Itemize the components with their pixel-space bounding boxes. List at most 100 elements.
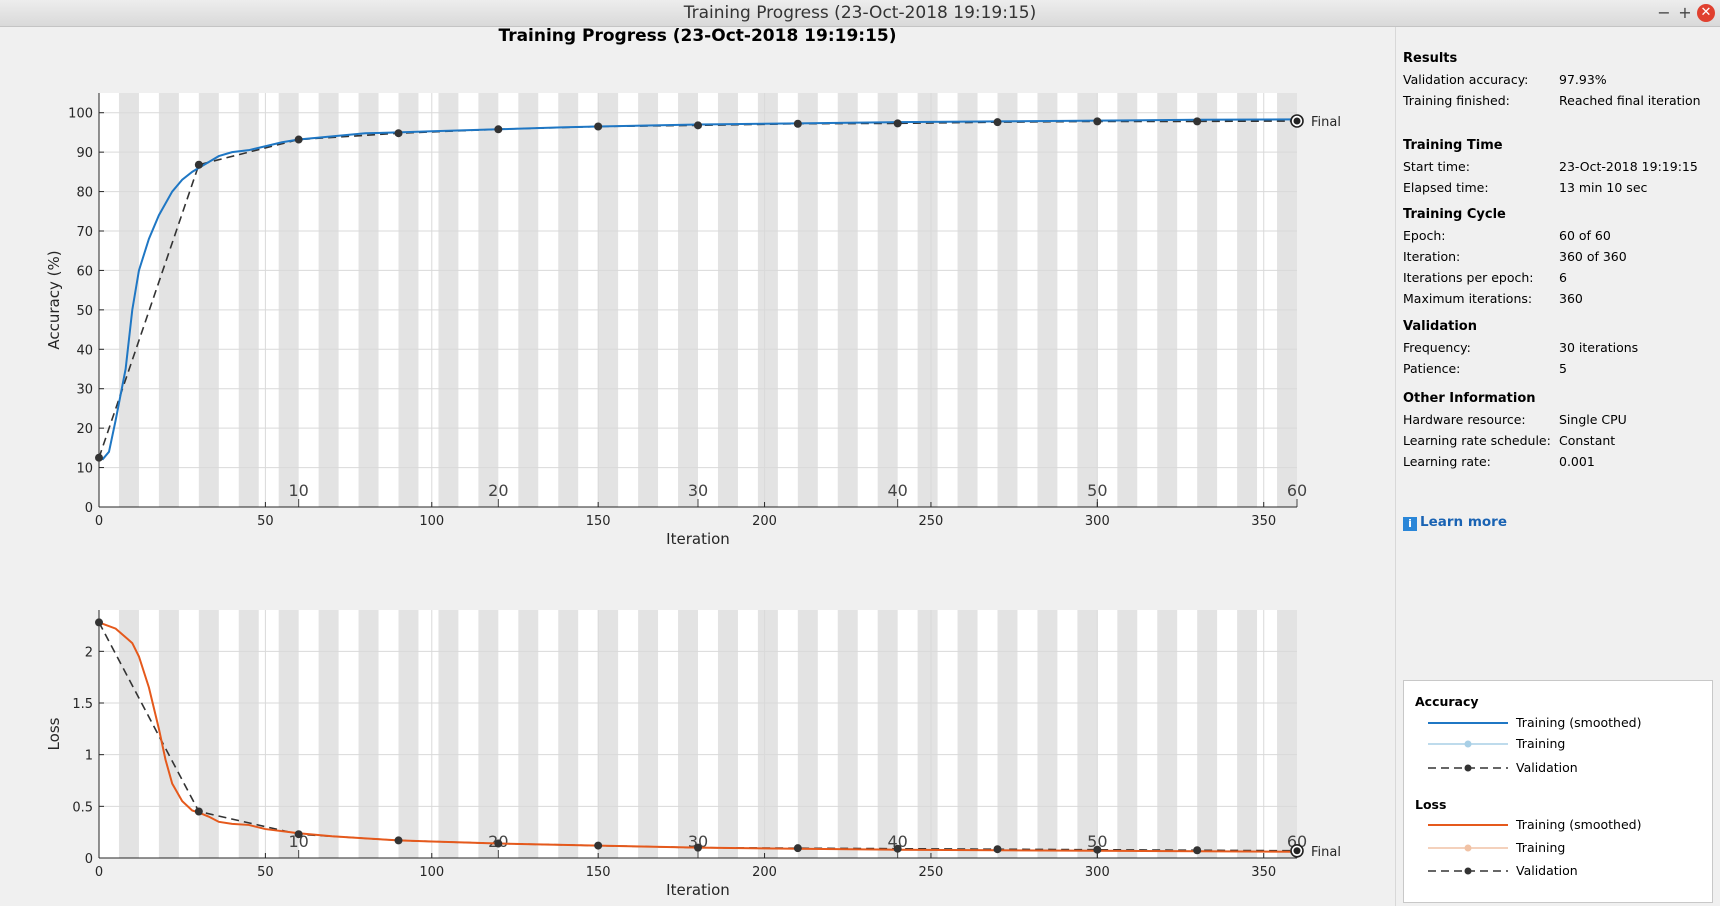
validation-point (594, 841, 603, 850)
legend-label-acc-training: Training (1516, 736, 1566, 751)
loss-chart: 10203040506005010015020025030035000.511.… (45, 610, 1341, 899)
epoch-band (558, 610, 579, 858)
legend-label-loss-validation: Validation (1516, 863, 1578, 878)
info-label: Elapsed time: (1403, 180, 1489, 195)
epoch-band (558, 93, 579, 507)
epoch-band (1197, 610, 1218, 858)
training-plots: 10 20 30 40 50 600 50 100 150 200 250 300 3500102030… (45, 93, 1341, 899)
epoch-band (478, 610, 499, 858)
epoch-label: 50 (1087, 481, 1107, 500)
legend-label-loss-training: Training (1516, 840, 1566, 855)
y-tick-label: 50 (76, 304, 93, 319)
section-heading: Other Information (1403, 391, 1536, 406)
epoch-band (1077, 93, 1098, 507)
info-value: 0.001 (1559, 454, 1595, 469)
epoch-band (917, 93, 938, 507)
epoch-band (238, 610, 259, 858)
epoch-band (358, 93, 379, 507)
x-tick-label: 100 (419, 865, 444, 880)
epoch-band (1117, 93, 1138, 507)
epoch-band (118, 93, 139, 507)
epoch-band (717, 610, 738, 858)
epoch-band (398, 93, 419, 507)
x-tick-label: 0 (95, 865, 103, 880)
epoch-band (278, 610, 299, 858)
x-tick-label: 250 (919, 865, 944, 880)
epoch-label: 60 (1287, 481, 1307, 500)
info-value: 30 iterations (1559, 340, 1639, 355)
x-tick-label: 300 (1085, 514, 1110, 529)
info-label: Learning rate: (1403, 454, 1491, 469)
plot-title: Training Progress (23-Oct-2018 19:19:15) (498, 26, 897, 46)
maximize-button[interactable]: + (1678, 3, 1692, 22)
info-label: Frequency: (1403, 340, 1471, 355)
final-marker-dot (1293, 117, 1301, 125)
epoch-band (158, 93, 179, 507)
final-marker-dot (1293, 847, 1301, 855)
legend-swatch-acc-smoothed (1428, 722, 1508, 724)
y-tick-label: 10 (76, 462, 93, 477)
y-tick-label: 0 (85, 501, 93, 516)
epoch-band (238, 93, 259, 507)
epoch-band (837, 93, 858, 507)
epoch-band (997, 610, 1018, 858)
epoch-band (917, 610, 938, 858)
epoch-label: 20 (488, 481, 508, 500)
epoch-band (438, 93, 459, 507)
info-label: Validation accuracy: (1403, 72, 1529, 87)
info-label: Hardware resource: (1403, 412, 1526, 427)
info-value: 360 of 360 (1559, 249, 1627, 264)
info-value: 5 (1559, 361, 1567, 376)
info-label: Epoch: (1403, 228, 1446, 243)
y-tick-label: 2 (85, 645, 93, 660)
y-tick-label: 30 (76, 383, 93, 398)
validation-point (793, 844, 802, 853)
final-label: Final (1311, 845, 1341, 860)
info-value: 23-Oct-2018 19:19:15 (1559, 159, 1698, 174)
window-titlebar: Training Progress (23-Oct-2018 19:19:15)… (0, 0, 1720, 27)
legend-swatch-loss-validation (1428, 867, 1508, 875)
close-button[interactable]: ✕ (1697, 4, 1715, 22)
epoch-band (1197, 93, 1218, 507)
legend-swatch-loss-smoothed (1428, 824, 1508, 826)
info-label: Start time: (1403, 159, 1470, 174)
x-tick-label: 350 (1251, 514, 1276, 529)
epoch-band (198, 93, 219, 507)
section-heading: Results (1403, 51, 1458, 66)
learn-more-link[interactable]: i Learn more (1403, 514, 1507, 531)
minimize-button[interactable]: − (1657, 3, 1671, 22)
epoch-band (957, 610, 978, 858)
x-tick-label: 350 (1251, 865, 1276, 880)
y-tick-label: 80 (76, 186, 93, 201)
y-tick-label: 70 (76, 225, 93, 240)
info-label: Iteration: (1403, 249, 1461, 264)
validation-point (294, 830, 303, 839)
y-axis-label: Accuracy (%) (45, 250, 63, 349)
validation-point (1193, 117, 1202, 126)
legend-heading-loss: Loss (1415, 797, 1447, 812)
validation-point (394, 836, 403, 845)
epoch-label: 60 (1287, 832, 1307, 851)
legend-swatch-loss-training (1428, 844, 1508, 852)
training-smoothed-line (101, 118, 1298, 461)
validation-point (993, 845, 1002, 854)
epoch-band (757, 93, 778, 507)
y-tick-label: 1 (85, 749, 93, 764)
x-tick-label: 150 (586, 865, 611, 880)
epoch-band (877, 93, 898, 507)
epoch-band (1277, 93, 1297, 507)
validation-point (893, 119, 902, 128)
epoch-band (1277, 610, 1297, 858)
info-label: Maximum iterations: (1403, 291, 1533, 306)
info-value: 60 of 60 (1559, 228, 1611, 243)
y-tick-label: 0.5 (72, 800, 93, 815)
info-value: Single CPU (1559, 412, 1627, 427)
info-value: Reached final iteration (1559, 93, 1701, 108)
validation-point (194, 807, 203, 816)
validation-point (494, 839, 503, 848)
epoch-band (1037, 610, 1058, 858)
epoch-band (1117, 610, 1138, 858)
y-tick-label: 0 (85, 852, 93, 867)
legend-label-acc-smoothed: Training (smoothed) (1516, 715, 1642, 730)
x-tick-label: 100 (419, 514, 444, 529)
